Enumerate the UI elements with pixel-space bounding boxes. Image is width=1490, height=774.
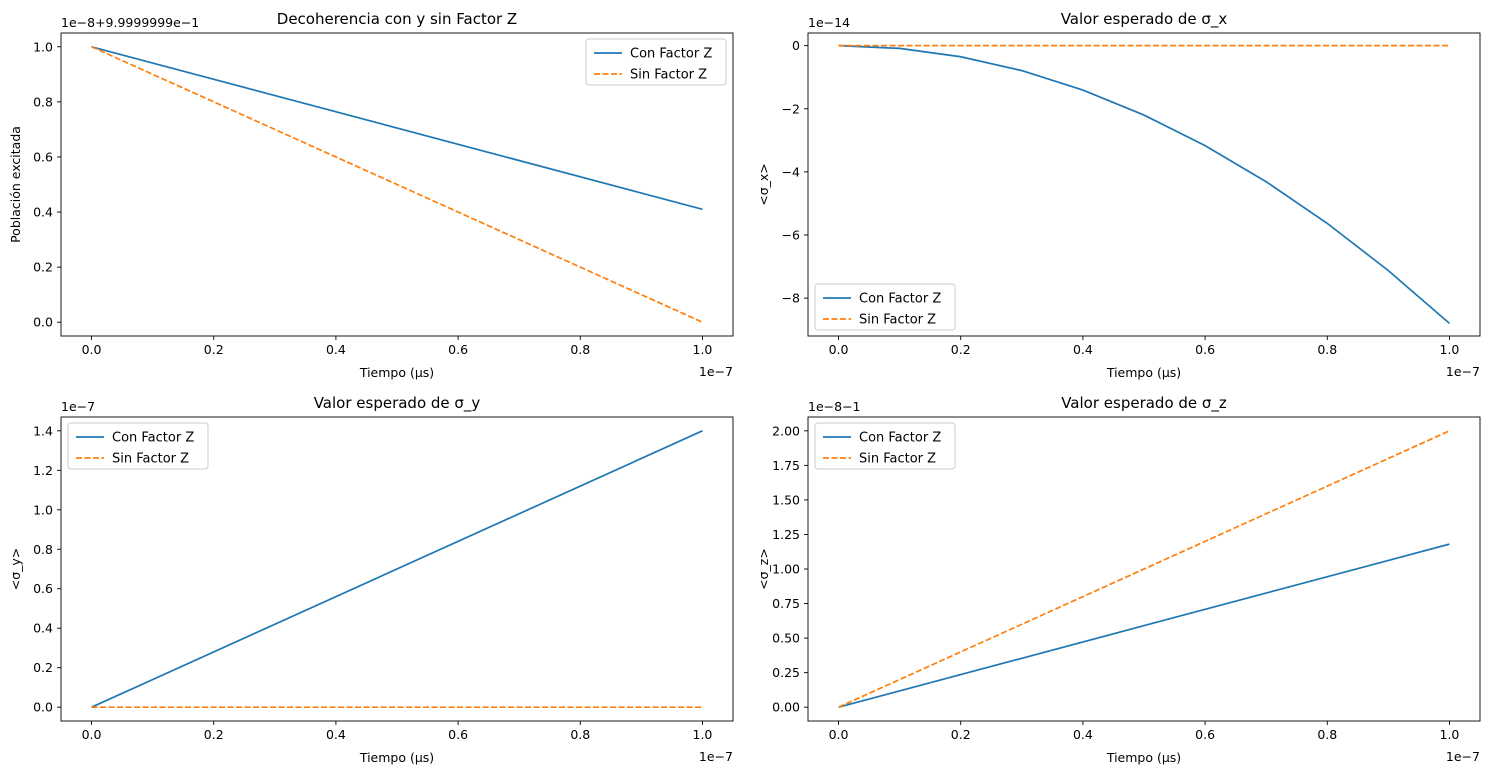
- x-tick-label: 0.6: [1195, 727, 1215, 742]
- x-tick-label: 0.0: [82, 727, 102, 742]
- y-tick-label: 1.50: [772, 492, 800, 507]
- x-tick-label: 0.0: [829, 727, 849, 742]
- subplot-1: 0.0 0.2 0.4 0.6 0.8 1.0 0.0 0.2 0.4 0.6 0.8 1.0 Deco…: [8, 10, 734, 380]
- x-tick-label: 0.8: [570, 342, 590, 357]
- x-tick-label: 1.0: [693, 727, 713, 742]
- y-tick-label: −8: [782, 291, 800, 306]
- x-tick-label: 1.0: [1440, 342, 1460, 357]
- legend-label: Con Factor Z: [859, 292, 941, 307]
- x-axis-label: Tiempo (µs): [1106, 365, 1181, 380]
- y-tick-label: −4: [782, 164, 800, 179]
- y-axis-label: <σ_z>: [756, 548, 771, 590]
- y-tick-label: 0.25: [772, 665, 800, 680]
- legend-label: Sin Factor Z: [630, 68, 707, 83]
- legend-label: Con Factor Z: [859, 431, 941, 446]
- y-tick-label: 1.0: [33, 502, 53, 517]
- x-tick-label: 0.8: [1317, 342, 1337, 357]
- y-offset-text: 1e−8+9.9999999e−1: [61, 15, 199, 30]
- y-tick-label: 0.2: [33, 660, 53, 675]
- x-tick-label: 0.0: [829, 342, 849, 357]
- legend: Con Factor Z Sin Factor Z: [814, 422, 956, 470]
- legend-label: Con Factor Z: [112, 431, 194, 446]
- y-tick-label: 0.4: [33, 205, 53, 220]
- subplot-4: 0.0 0.2 0.4 0.6 0.8 1.0 0.00 0.25 0.50 0.75 1.00 1.…: [756, 394, 1481, 765]
- y-tick-label: 0.8: [33, 542, 53, 557]
- x-axis-label: Tiempo (µs): [359, 365, 434, 380]
- axes-frame: [60, 32, 734, 337]
- y-offset-text: 1e−14: [808, 15, 850, 30]
- y-tick-label: 1.75: [772, 458, 800, 473]
- y-tick-label: 0.2: [33, 260, 53, 275]
- legend: Con Factor Z Sin Factor Z: [585, 38, 727, 86]
- legend-label: Sin Factor Z: [112, 452, 189, 467]
- y-tick-label: 0.6: [33, 581, 53, 596]
- y-tick-label: 1.25: [772, 527, 800, 542]
- series-line-con-factor-z: [838, 543, 1450, 709]
- series-line-con-factor-z: [91, 45, 703, 211]
- y-offset-text: 1e−7: [61, 399, 95, 414]
- x-tick-label: 0.6: [448, 342, 468, 357]
- axes-frame: [60, 416, 734, 722]
- x-tick-label: 0.2: [951, 342, 971, 357]
- chart-title: Decoherencia con y sin Factor Z: [277, 10, 517, 28]
- y-tick-label: 2.00: [772, 423, 800, 438]
- y-axis-label: <σ_x>: [756, 163, 771, 206]
- chart-title: Valor esperado de σ_z: [1061, 394, 1227, 413]
- y-tick-label: 0.8: [33, 94, 53, 109]
- x-tick-label: 0.2: [204, 727, 224, 742]
- x-tick-label: 1.0: [693, 342, 713, 357]
- x-tick-label: 0.4: [326, 342, 346, 357]
- series-line-con-factor-z: [838, 44, 1451, 325]
- y-tick-label: 1.00: [772, 562, 800, 577]
- y-offset-text: 1e−8−1: [808, 399, 861, 414]
- series-line-con-factor-z: [91, 430, 703, 708]
- y-tick-label: 1.2: [33, 463, 53, 478]
- x-tick-label: 0.2: [204, 342, 224, 357]
- x-tick-label: 0.4: [1073, 727, 1093, 742]
- y-tick-label: 1.4: [33, 423, 53, 438]
- legend: Con Factor Z Sin Factor Z: [814, 283, 956, 331]
- chart-title: Valor esperado de σ_y: [314, 394, 481, 413]
- x-offset-text: 1e−7: [699, 364, 733, 379]
- legend: Con Factor Z Sin Factor Z: [67, 422, 209, 470]
- x-tick-label: 0.8: [570, 727, 590, 742]
- y-tick-label: 0.75: [772, 596, 800, 611]
- axes-frame: [807, 32, 1481, 337]
- x-offset-text: 1e−7: [1446, 364, 1480, 379]
- y-tick-label: 0.6: [33, 149, 53, 164]
- x-tick-label: 0.0: [82, 342, 102, 357]
- x-tick-label: 0.2: [951, 727, 971, 742]
- x-offset-text: 1e−7: [699, 749, 733, 764]
- y-tick-label: 0: [792, 38, 800, 53]
- legend-label: Sin Factor Z: [859, 313, 936, 328]
- x-axis-label: Tiempo (µs): [359, 750, 434, 765]
- series-line-sin-factor-z: [91, 45, 703, 324]
- x-tick-label: 1.0: [1440, 727, 1460, 742]
- x-tick-label: 0.6: [448, 727, 468, 742]
- y-tick-label: −2: [782, 101, 800, 116]
- y-tick-label: 0.0: [33, 700, 53, 715]
- x-tick-label: 0.8: [1317, 727, 1337, 742]
- subplot-2: 0.0 0.2 0.4 0.6 0.8 1.0 0 −2 −4 −6 −8 Valor esperad…: [756, 10, 1481, 380]
- y-tick-label: 0.50: [772, 631, 800, 646]
- x-tick-label: 0.4: [326, 727, 346, 742]
- y-tick-label: 0.00: [772, 700, 800, 715]
- y-tick-label: −6: [782, 228, 800, 243]
- y-axis-label: <σ_y>: [8, 548, 23, 591]
- y-tick-label: 0.0: [33, 315, 53, 330]
- legend-label: Sin Factor Z: [859, 452, 936, 467]
- y-tick-label: 1.0: [33, 39, 53, 54]
- x-axis-label: Tiempo (µs): [1106, 750, 1181, 765]
- x-offset-text: 1e−7: [1446, 749, 1480, 764]
- chart-title: Valor esperado de σ_x: [1061, 10, 1228, 29]
- x-tick-label: 0.4: [1073, 342, 1093, 357]
- x-tick-label: 0.6: [1195, 342, 1215, 357]
- subplot-3: 0.0 0.2 0.4 0.6 0.8 1.0 0.0 0.2 0.4 0.6 0.8 1.0 1.2 1…: [8, 394, 734, 765]
- series-line-sin-factor-z: [838, 430, 1450, 708]
- y-tick-label: 0.4: [33, 621, 53, 636]
- legend-label: Con Factor Z: [630, 47, 712, 62]
- y-axis-label: Población excitada: [8, 126, 23, 243]
